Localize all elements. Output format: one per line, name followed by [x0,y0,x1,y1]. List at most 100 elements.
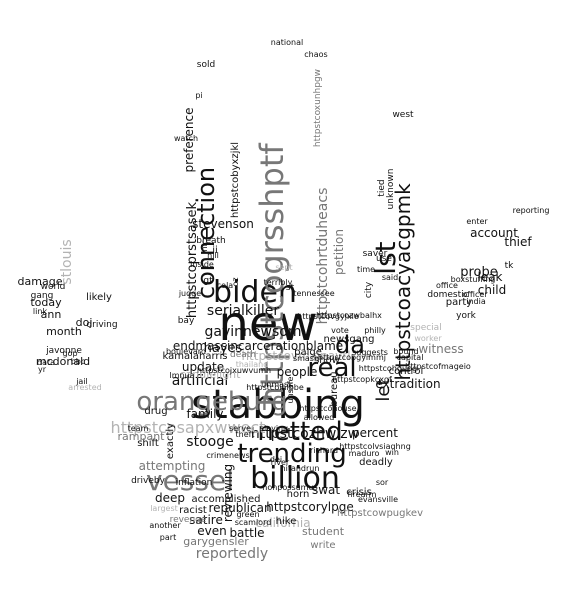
cloud-word: let [373,378,394,401]
cloud-word: paige [294,347,322,358]
cloud-word: bound [393,347,418,356]
cloud-word: extradition [375,377,440,391]
cloud-word: evansville [358,495,398,504]
cloud-word: gt [203,276,213,286]
cloud-word: crisis [346,487,372,498]
cloud-word: boulevard [166,347,206,356]
cloud-word: capital [397,353,424,362]
cloud-word: world [41,282,66,292]
cloud-word: data [37,358,55,367]
cloud-word: da [335,331,365,359]
cloud-word: serve [229,424,251,433]
cloud-word: swat [312,483,340,497]
cloud-word: reviewing [221,464,235,522]
cloud-word: nonpossumus [262,483,317,492]
cloud-word: httpstcorylpge [266,500,354,514]
cloud-word: allowed [304,413,335,422]
cloud-word: httpstcopkcxqf [332,375,392,384]
cloud-word: write [310,540,335,551]
cloud-word: battle [229,526,264,540]
cloud-word: inside [190,260,214,269]
cloud-word: family [186,407,223,421]
cloud-word: deadly [359,457,393,468]
cloud-word: child [478,283,507,297]
cloud-word: endmassincarcerationblame [173,339,343,353]
cloud-word: green [236,510,259,519]
cloud-word: california [255,516,310,530]
cloud-word: update [182,360,224,374]
cloud-word: stlouis [59,239,75,284]
cloud-word: likely [86,292,112,303]
cloud-word: death [230,350,256,360]
cloud-word: saver [363,249,388,259]
cloud-word: orangeburg [136,387,287,417]
cloud-word: leak [477,270,502,284]
cloud-word: enter [466,217,488,226]
cloud-word: kamalaharris [162,351,227,362]
cloud-word: slaying [260,424,288,433]
cloud-word: gang [31,291,54,301]
cloud-word: stevenson [192,217,254,231]
cloud-word: accomplished [192,494,261,505]
cloud-word: revenge [170,515,207,525]
cloud-word: sept [275,263,292,272]
cloud-word: artificial [172,373,229,389]
cloud-word: york [456,311,477,321]
cloud-word: httpstcohouse [299,404,356,413]
cloud-word: rampant [118,430,166,443]
cloud-word: gavinnewsom [205,324,302,340]
cloud-word: office [436,281,458,290]
cloud-word: terribly [264,278,293,287]
cloud-word: unsafe [286,376,295,403]
cloud-word: watch [174,134,198,143]
cloud-word: west [392,110,414,120]
cloud-word: hitandrun [281,464,320,473]
cloud-word: httpstcolvsiaqhng [339,442,411,451]
cloud-word: river [271,458,290,467]
cloud-word: inflation [176,478,213,488]
cloud-word: tennessee [293,289,334,298]
cloud-word: stabbing [191,382,365,428]
cloud-word: bbc [71,357,86,366]
cloud-word: doj [76,316,93,329]
cloud-word: httpstcohgupg [359,364,417,373]
cloud-word: new [218,296,317,352]
cloud-word: largest [150,504,178,513]
cloud-word: damage [18,275,63,288]
cloud-word: pi [195,91,202,100]
cloud-word: ann [41,308,62,321]
cloud-word: vote [331,326,349,335]
cloud-word: theft [236,430,255,439]
cloud-word: shift [137,438,159,449]
cloud-word: garygensler [183,535,249,548]
cloud-word: time [357,265,375,274]
cloud-word: control [389,366,424,377]
cloud-word: tied [377,179,387,196]
cloud-word: richard [310,446,338,455]
cloud-word: ii [212,245,218,256]
cloud-word: racist [179,505,207,516]
cloud-word: hill [207,251,219,260]
cloud-word: sor [376,478,389,487]
cloud-word: win [385,448,399,457]
cloud-word: httpstcowpugkev [337,508,423,519]
cloud-word: mcdonald [36,355,90,368]
cloud-word: thief [504,235,532,249]
cloud-word: thailand [236,360,269,369]
cloud-word: percent [352,426,398,440]
cloud-word: yr [38,365,47,374]
cloud-word: drug [144,406,167,417]
cloud-word: httpstcobyxzjkl [230,142,241,218]
cloud-word: boxstuffing [451,275,496,284]
cloud-word: bay [178,316,195,326]
cloud-word: unknown [386,169,396,210]
cloud-word: another [149,521,181,530]
cloud-word: judge [178,289,201,298]
cloud-word: show [314,355,340,366]
cloud-word: use [376,254,392,264]
cloud-word: biden [213,275,297,310]
cloud-word: party [446,297,473,308]
cloud-word: probe [460,265,498,280]
cloud-word: officer [462,290,488,299]
